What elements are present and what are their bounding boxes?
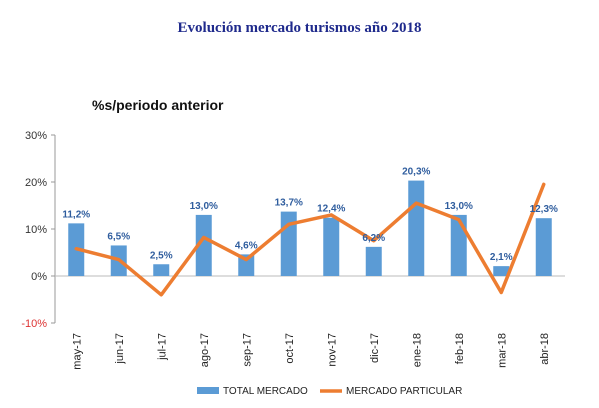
y-tick-label: 20%	[25, 177, 47, 189]
series-line-mercado-particular	[74, 182, 546, 297]
bar	[535, 218, 552, 276]
y-tick-label: 30%	[25, 130, 47, 142]
legend: TOTAL MERCADO MERCADO PARTICULAR	[197, 386, 462, 397]
bar	[153, 264, 170, 276]
data-label: 12,4%	[317, 204, 345, 215]
bar	[365, 246, 382, 276]
x-tick-label: jul-17	[156, 333, 168, 361]
x-tick-label: ene-18	[411, 333, 423, 367]
chart-subtitle: %s/periodo anterior	[92, 97, 224, 113]
bar	[195, 214, 212, 276]
legend-label-total-mercado: TOTAL MERCADO	[223, 386, 308, 397]
x-tick-label: abr-18	[539, 333, 551, 365]
chart-axes: -10% 0% 10% 20% 30% may-17 jun-17 jul-17 ago-17 s…	[21, 130, 565, 370]
data-label: 13,0%	[190, 201, 218, 212]
legend-swatch-total-mercado	[197, 387, 219, 394]
x-tick-label: may-17	[71, 333, 83, 370]
bar	[408, 180, 425, 276]
y-tick-label: -10%	[21, 318, 47, 330]
data-label: 6,2%	[362, 233, 385, 244]
data-labels: 11,2% 6,5% 2,5% 13,0% 4,6% 13,7% 12,4% 6,2% 20,3…	[62, 167, 558, 264]
bar	[323, 217, 340, 276]
x-tick-label: dic-17	[369, 333, 381, 363]
x-tick-label: nov-17	[326, 333, 338, 367]
bar	[493, 266, 510, 276]
bar	[238, 254, 255, 276]
x-tick-label: sep-17	[241, 333, 253, 367]
bar	[280, 211, 297, 276]
bar	[450, 214, 467, 276]
chart-title: Evolución mercado turismos año 2018	[177, 20, 422, 36]
x-tick-label: mar-18	[496, 333, 508, 368]
x-tick-label: jun-17	[114, 333, 126, 365]
legend-label-mercado-particular: MERCADO PARTICULAR	[346, 386, 462, 397]
y-tick-label: 0%	[31, 271, 47, 283]
data-label: 2,1%	[490, 252, 513, 263]
data-label: 12,3%	[530, 204, 558, 215]
x-tick-label: oct-17	[284, 333, 296, 364]
data-label: 2,5%	[150, 250, 173, 261]
data-label: 20,3%	[402, 167, 430, 178]
y-tick-label: 10%	[25, 224, 47, 236]
line-series	[74, 182, 546, 297]
data-label: 4,6%	[235, 240, 258, 251]
data-label: 13,7%	[275, 198, 303, 209]
data-label: 6,5%	[107, 231, 130, 242]
data-label: 13,0%	[445, 201, 473, 212]
x-tick-label: feb-18	[454, 333, 466, 364]
data-label: 11,2%	[62, 209, 90, 220]
x-tick-label: ago-17	[199, 333, 211, 367]
bar-series	[68, 180, 552, 276]
